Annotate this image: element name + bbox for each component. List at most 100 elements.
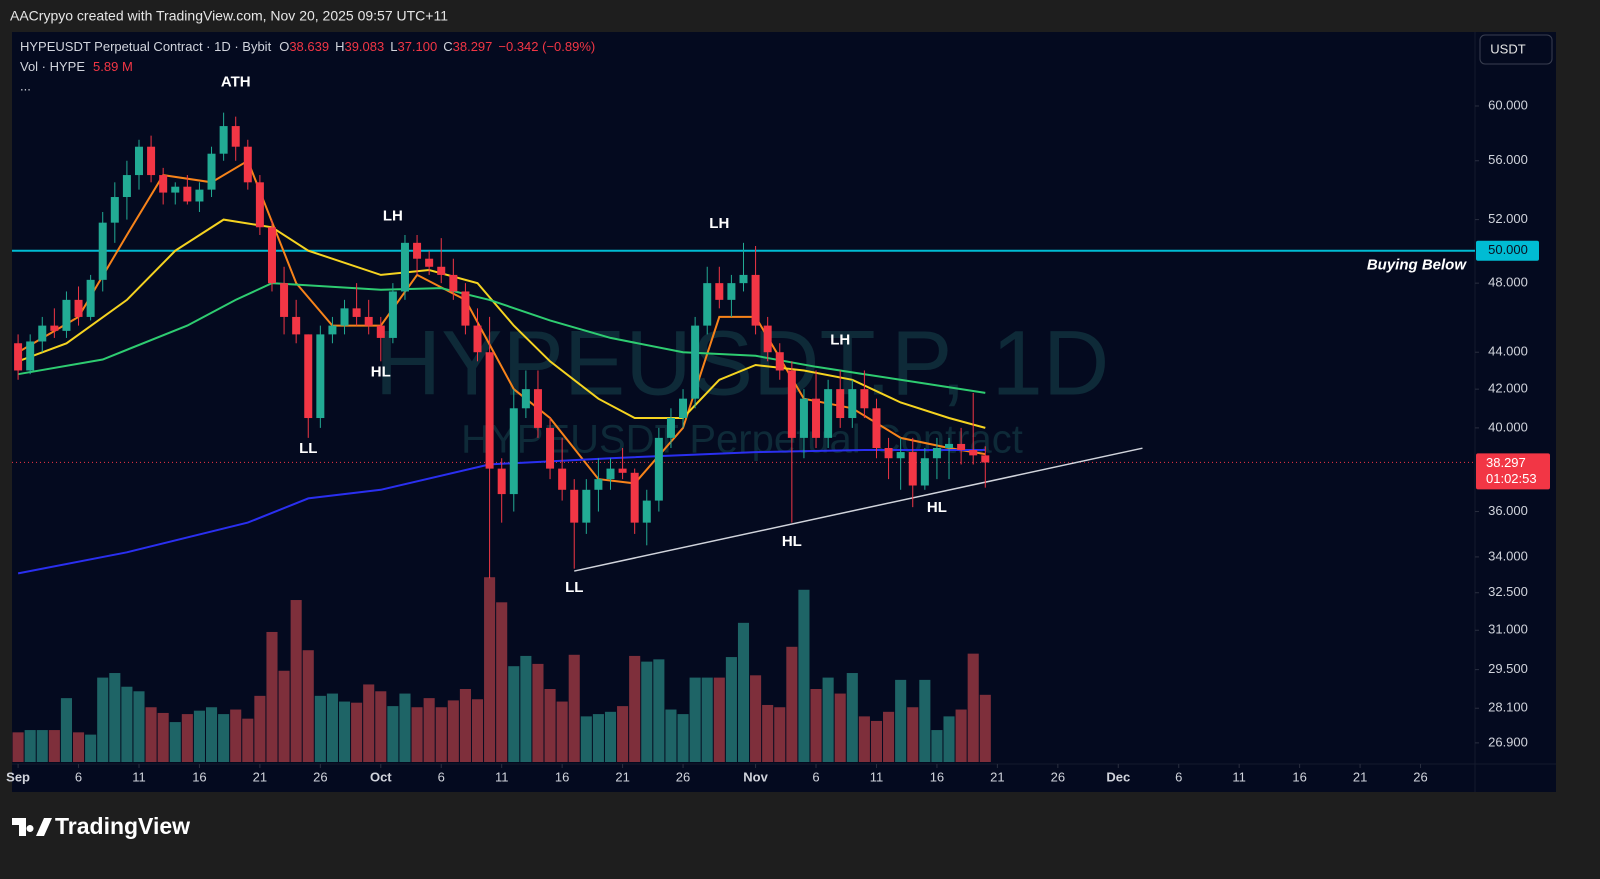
candle-body bbox=[570, 489, 579, 523]
x-tick-label: 6 bbox=[438, 769, 445, 784]
annotation: HL bbox=[782, 533, 802, 550]
legend-more[interactable]: ... bbox=[20, 78, 31, 93]
volume-bar bbox=[314, 695, 326, 762]
currency-label[interactable]: USDT bbox=[1490, 41, 1525, 56]
candle-body bbox=[147, 146, 156, 176]
candle-body bbox=[654, 437, 663, 501]
candle-body bbox=[799, 398, 808, 438]
ohlc-value: 39.083 bbox=[344, 39, 384, 54]
candle-body bbox=[243, 146, 252, 183]
volume-bar bbox=[205, 707, 218, 762]
volume-bar bbox=[447, 700, 459, 762]
volume-bar bbox=[411, 707, 423, 762]
volume-bar bbox=[665, 709, 677, 762]
x-tick-label: 26 bbox=[1413, 769, 1427, 784]
volume-bar bbox=[810, 689, 822, 762]
candle-body bbox=[425, 258, 434, 267]
volume-bar bbox=[786, 646, 798, 762]
trendline bbox=[574, 447, 1143, 572]
volume-bar bbox=[230, 709, 242, 762]
y-tick-label: 28.100 bbox=[1488, 700, 1528, 715]
candle-body bbox=[364, 316, 373, 326]
volume-bar bbox=[677, 714, 689, 762]
candle-body bbox=[62, 299, 71, 331]
candle-body bbox=[920, 458, 929, 486]
candle-body bbox=[340, 308, 349, 326]
candle-body bbox=[558, 468, 567, 490]
ohlc-value: 38.297 bbox=[453, 39, 493, 54]
watermark: HYPEUSDT.P, 1D HYPEUSDT Perpetual Contra… bbox=[375, 312, 1110, 461]
candle-body bbox=[255, 182, 264, 228]
currency-button[interactable] bbox=[1479, 34, 1553, 65]
volume-bar bbox=[955, 709, 967, 762]
volume-bar bbox=[846, 673, 858, 762]
candle-body bbox=[751, 274, 760, 326]
annotation: HL bbox=[927, 499, 947, 516]
volume-bar bbox=[326, 693, 338, 762]
volume-bar bbox=[725, 657, 737, 762]
volume-bar bbox=[544, 689, 556, 762]
x-tick-label: 11 bbox=[495, 769, 509, 784]
candle-body bbox=[74, 299, 83, 317]
volume-bar bbox=[48, 730, 60, 762]
volume-bar bbox=[750, 675, 762, 762]
y-tick-label: 48.000 bbox=[1488, 275, 1528, 290]
y-tick-label: 34.000 bbox=[1488, 548, 1528, 563]
ohlc-value: 37.100 bbox=[397, 39, 437, 54]
candle-body bbox=[86, 279, 95, 317]
volume-bar bbox=[435, 707, 447, 762]
x-tick-label: 16 bbox=[555, 769, 569, 784]
volume-bar bbox=[798, 589, 810, 762]
x-tick-label: 21 bbox=[1353, 769, 1367, 784]
x-tick-label: 26 bbox=[1051, 769, 1065, 784]
ohlc-key: L bbox=[390, 39, 397, 54]
candle-body bbox=[606, 468, 615, 480]
candle-body bbox=[981, 455, 990, 463]
volume-bar bbox=[12, 732, 24, 762]
volume-bar bbox=[484, 577, 496, 762]
volume-bar bbox=[556, 701, 568, 762]
x-tick-label: Oct bbox=[370, 769, 392, 784]
x-tick-label: 26 bbox=[313, 769, 327, 784]
logo-icon bbox=[12, 818, 52, 836]
candle-body bbox=[582, 489, 591, 523]
volume-bar bbox=[60, 698, 72, 762]
level-label: 50.000 bbox=[1488, 242, 1528, 257]
volume-bar bbox=[979, 694, 991, 762]
candle-body bbox=[691, 325, 700, 399]
x-tick-label: 21 bbox=[615, 769, 629, 784]
volume-bar bbox=[883, 711, 895, 762]
candle-body bbox=[521, 389, 530, 409]
volume-bar bbox=[737, 622, 750, 762]
x-tick-label: 11 bbox=[870, 769, 884, 784]
volume-bar bbox=[302, 650, 314, 762]
candle-body bbox=[280, 283, 289, 317]
candle-body bbox=[908, 452, 917, 486]
y-tick-label: 31.000 bbox=[1488, 622, 1528, 637]
volume-bar bbox=[895, 679, 907, 762]
volume-bar bbox=[85, 734, 97, 762]
y-tick-label: 56.000 bbox=[1488, 152, 1528, 167]
candle-body bbox=[848, 389, 857, 419]
y-tick-label: 60.000 bbox=[1488, 97, 1528, 112]
volume-bar bbox=[133, 691, 145, 762]
x-tick-label: 6 bbox=[75, 769, 82, 784]
volume-bar bbox=[278, 670, 290, 762]
volume-bar bbox=[907, 707, 919, 762]
overlay: ATH LH HL LL LH LL HL LH HL Buying Below 50.000 38.… bbox=[221, 73, 1550, 596]
volume-bar bbox=[218, 714, 230, 762]
volume-bar bbox=[157, 712, 169, 762]
candle-body bbox=[727, 283, 736, 300]
y-tick-label: 40.000 bbox=[1488, 419, 1528, 434]
candle-body bbox=[171, 186, 180, 193]
candle-body bbox=[388, 291, 397, 338]
candle-body bbox=[884, 447, 893, 459]
volume-bar bbox=[762, 704, 774, 762]
candle-body bbox=[957, 443, 966, 451]
candle-body bbox=[872, 408, 881, 448]
candle-body bbox=[509, 408, 518, 495]
candle-body bbox=[546, 427, 555, 469]
annotation: LH bbox=[830, 332, 850, 349]
volume-bar bbox=[387, 706, 399, 762]
moving-average bbox=[17, 218, 986, 429]
